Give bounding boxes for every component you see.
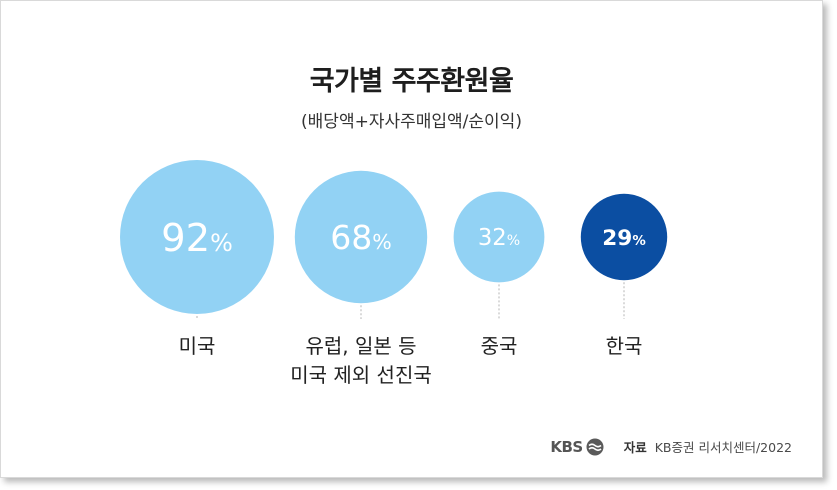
source-label: 자료 — [623, 440, 647, 455]
source-text: KB증권 리서치센터/2022 — [654, 440, 792, 455]
chart-title: 국가별 주주환원율 — [309, 66, 514, 97]
category-label-2: 유럽, 일본 등 미국 제외 선진국 — [290, 334, 432, 387]
chart-frame: 국가별 주주환원율 (배당액+자사주매입액/순이익) 92% 미국 68% 유럽, 일… — [0, 0, 823, 478]
category-label-1: 미국 — [179, 334, 216, 358]
category-label-3: 중국 — [481, 334, 518, 358]
bubble-chart: 92% 미국 68% 유럽, 일본 등 미국 제외 선진국 32% 중국 29% 한국 — [120, 160, 668, 387]
kbs-wave-icon — [586, 438, 604, 455]
bubble-1 — [120, 160, 274, 314]
value-label-2: 68% — [330, 218, 392, 257]
bubble-2 — [294, 170, 428, 304]
kbs-logo: KBS — [550, 437, 604, 456]
chart-subtitle: (배당액+자사주매입액/순이익) — [301, 112, 522, 132]
bubble-3 — [453, 191, 545, 283]
category-label-4: 한국 — [606, 334, 643, 358]
kbs-logo-text: KBS — [550, 437, 583, 456]
value-label-1: 92% — [161, 216, 233, 261]
bubble-4 — [580, 193, 668, 281]
value-label-3: 32% — [478, 225, 520, 251]
footer: KBS 자료 KB증권 리서치센터/2022 — [550, 437, 792, 456]
value-label-4: 29% — [602, 226, 645, 251]
